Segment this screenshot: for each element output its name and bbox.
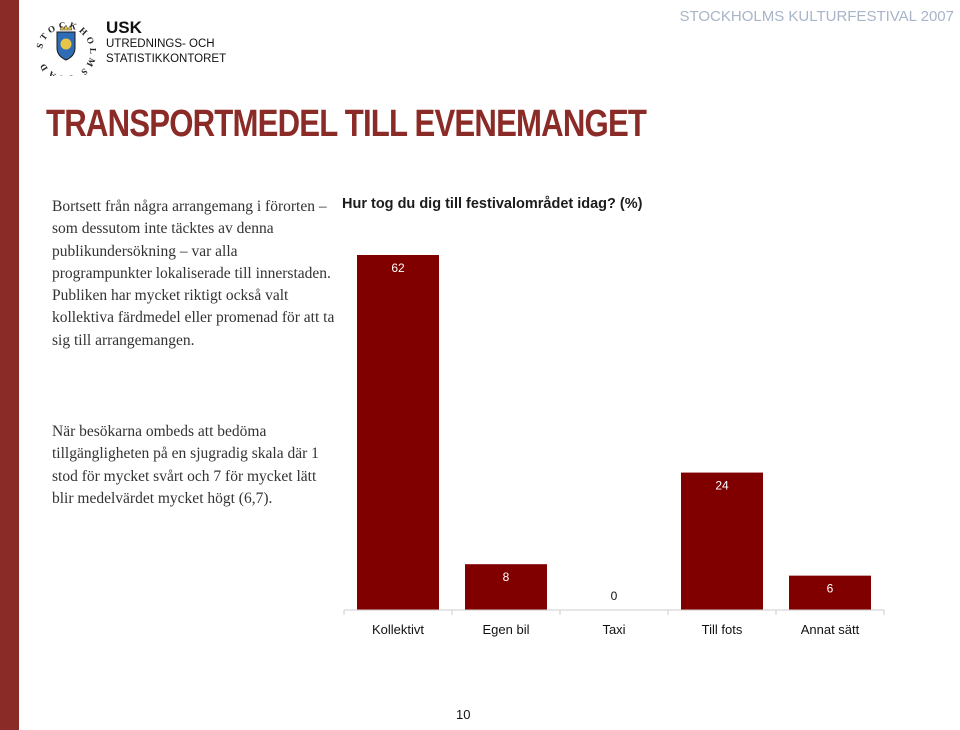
x-category-label-4: Annat sätt bbox=[801, 622, 860, 637]
x-category-label-1: Egen bil bbox=[483, 622, 530, 637]
x-category-label-3: Till fots bbox=[702, 622, 743, 637]
bar-4 bbox=[789, 575, 871, 610]
org-short-name: USK bbox=[106, 18, 142, 37]
bar-value-label-2: 0 bbox=[611, 589, 618, 603]
bar-value-label-4: 6 bbox=[827, 582, 834, 596]
body-paragraph-1: Bortsett från några arrangemang i förort… bbox=[52, 198, 335, 349]
bar-0 bbox=[357, 255, 439, 610]
x-category-label-0: Kollektivt bbox=[372, 622, 424, 637]
org-block: USK UTREDNINGS- OCH STATISTIKKONTORET bbox=[106, 18, 226, 67]
stockholms-stad-logo-icon: STOCKHOLMS STAD bbox=[34, 20, 95, 76]
chart-title: Hur tog du dig till festivalområdet idag… bbox=[342, 196, 643, 212]
bar-value-label-1: 8 bbox=[503, 570, 510, 584]
accent-sidebar-bar bbox=[0, 0, 19, 730]
bar-value-label-0: 62 bbox=[391, 261, 405, 275]
org-name-line2: STATISTIKKONTORET bbox=[106, 53, 227, 65]
x-category-label-2: Taxi bbox=[602, 622, 625, 637]
festival-title: STOCKHOLMS KULTURFESTIVAL 2007 bbox=[679, 8, 954, 25]
bar-value-label-3: 24 bbox=[715, 479, 729, 493]
bar-1 bbox=[465, 564, 547, 610]
org-name-line1: UTREDNINGS- OCH bbox=[106, 38, 215, 50]
page-number: 10 bbox=[456, 707, 471, 722]
body-paragraph-2: När besökarna ombeds att bedöma tillgäng… bbox=[52, 423, 319, 507]
bar-3 bbox=[681, 472, 763, 610]
page-title: TRANSPORTMEDEL TILL EVENEMANGET bbox=[46, 103, 647, 145]
